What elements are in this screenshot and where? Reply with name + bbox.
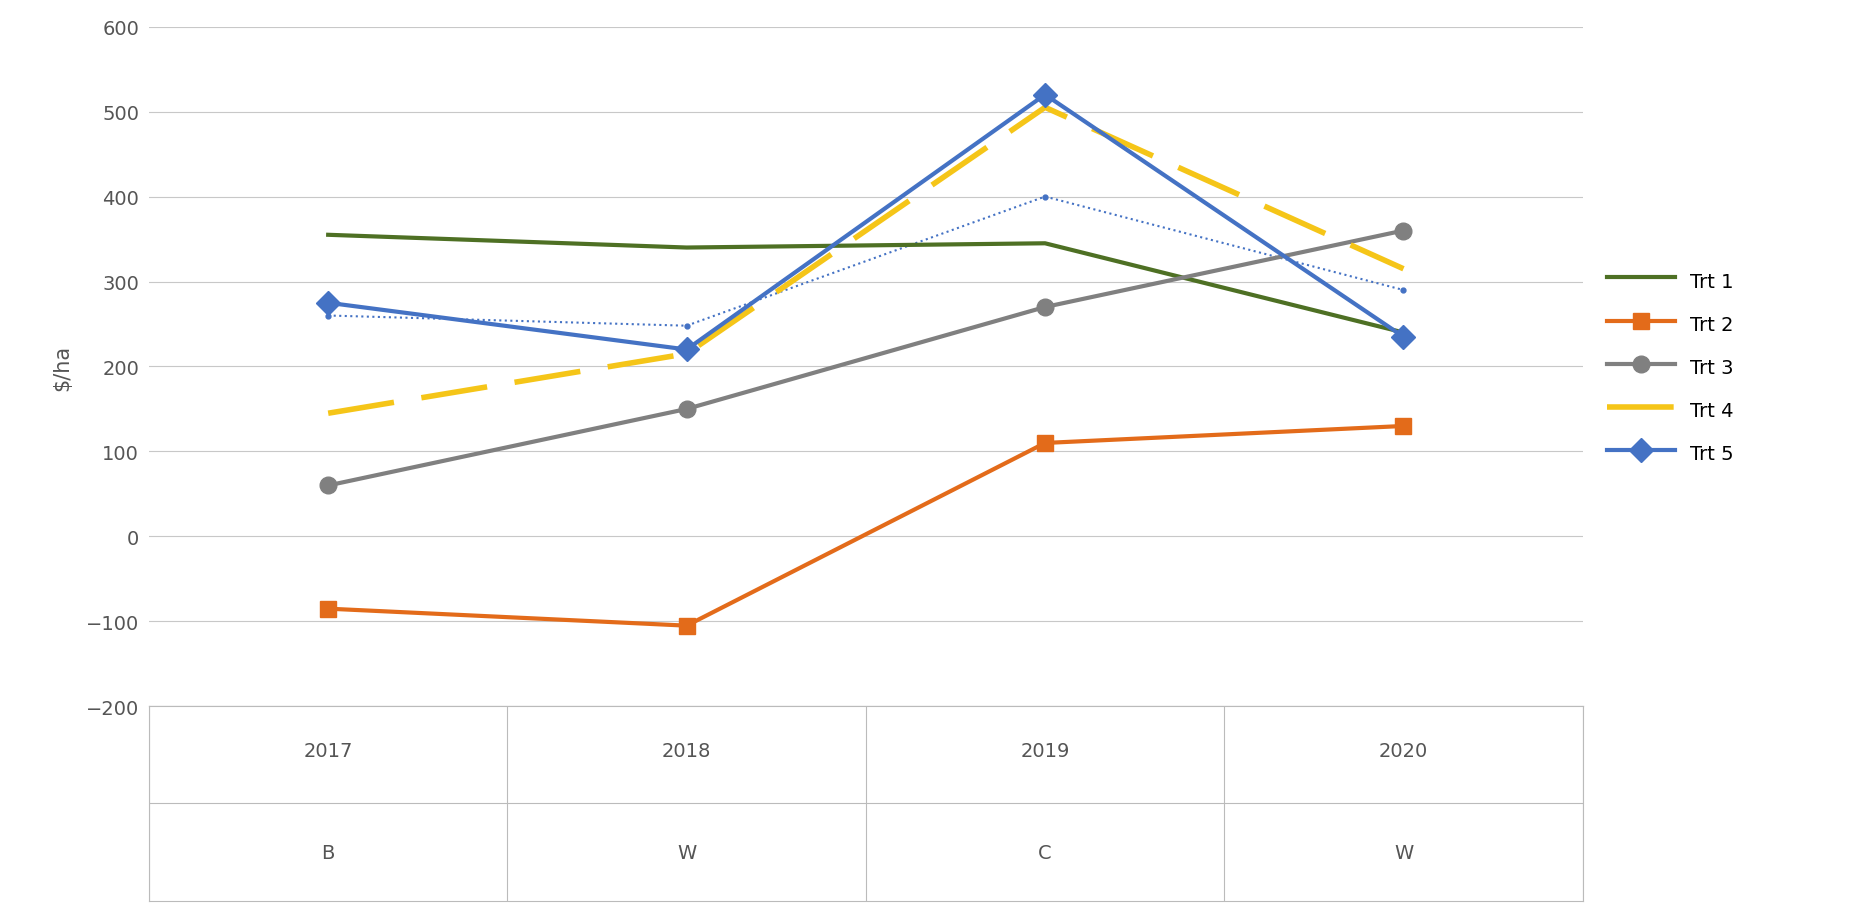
Text: 2020: 2020 [1380,741,1428,760]
Trt 3 [1393,226,1415,237]
Line: Trt 1: Trt 1 [328,235,1404,333]
Line: Trt 4: Trt 4 [328,108,1404,414]
Legend: Trt 1, Trt 2, Trt 3, Trt 4, Trt 5: Trt 1, Trt 2, Trt 3, Trt 4, Trt 5 [1607,269,1734,465]
Trt 1 [676,243,698,254]
Trt 4 [1393,264,1415,275]
Line: Trt 5: Trt 5 [320,87,1411,358]
Trt 5 [676,345,698,356]
Trt 2 [676,620,698,631]
Trt 5 [1033,90,1056,101]
Trt 5 [1393,332,1415,343]
Trt 4 [317,408,339,419]
Trt 1 [1033,239,1056,250]
Trt 1 [1393,327,1415,338]
Line: Trt 2: Trt 2 [320,418,1411,634]
Trt 2 [317,604,339,615]
Trt 3 [1033,302,1056,313]
Text: 2018: 2018 [661,741,711,760]
Trt 2 [1393,421,1415,432]
Trt 5 [317,298,339,309]
Text: B: B [322,843,335,862]
Y-axis label: $/ha: $/ha [52,344,73,391]
Trt 2 [1033,438,1056,449]
Trt 3 [676,404,698,415]
Trt 1 [317,230,339,241]
Text: 2017: 2017 [304,741,354,760]
Trt 4 [1033,103,1056,114]
Text: W: W [1395,843,1413,862]
Line: Trt 3: Trt 3 [320,223,1411,494]
Text: C: C [1039,843,1052,862]
Trt 4 [676,349,698,360]
Text: 2019: 2019 [1020,741,1071,760]
Text: W: W [678,843,696,862]
Trt 3 [317,481,339,492]
